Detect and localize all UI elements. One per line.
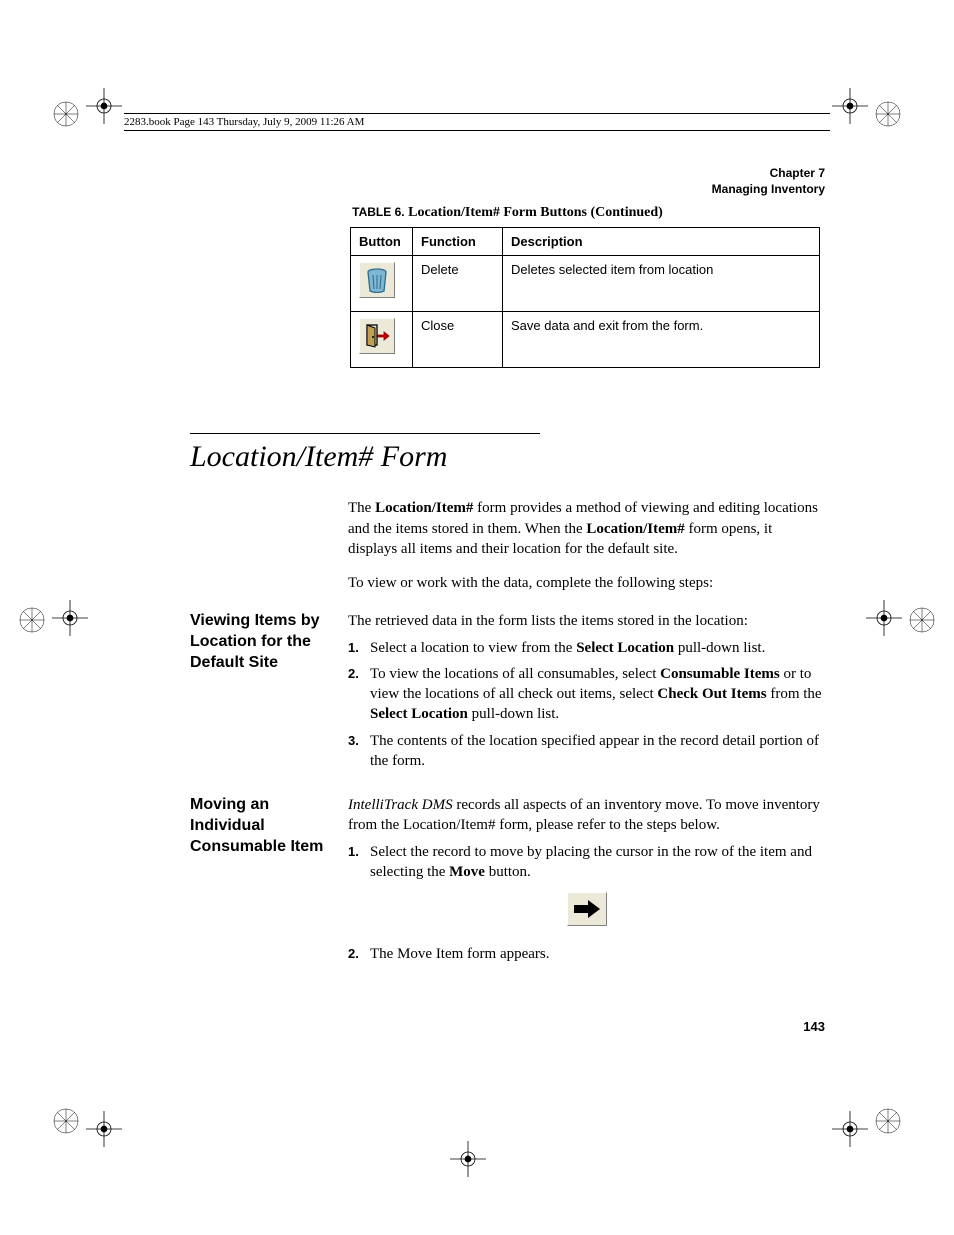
list-item: The Move Item form appears.	[348, 944, 825, 964]
cell-description: Deletes selected item from location	[503, 256, 820, 312]
chapter-label: Chapter 7	[770, 166, 825, 180]
table-header-row: Button Function Description	[351, 228, 820, 256]
subsection-content: IntelliTrack DMS records all aspects of …	[348, 795, 825, 971]
section-rule	[190, 433, 540, 434]
running-head: Chapter 7 Managing Inventory	[190, 165, 825, 197]
steps-list: Select a location to view from the Selec…	[348, 638, 825, 772]
printer-mark-crop	[450, 1141, 486, 1177]
th-button: Button	[351, 228, 413, 256]
cell-function: Delete	[413, 256, 503, 312]
lead-text: The retrieved data in the form lists the…	[348, 611, 825, 631]
intro-block: The Location/Item# form provides a metho…	[348, 498, 825, 593]
sidehead-moving: Moving an Individual Consumable Item	[190, 795, 348, 971]
slug-text: 2283.book Page 143 Thursday, July 9, 200…	[124, 116, 364, 128]
printer-mark-crop	[86, 88, 122, 124]
table-caption: TABLE 6. Location/Item# Form Buttons (Co…	[190, 205, 825, 221]
printer-mark-radial	[874, 100, 902, 128]
trash-icon	[359, 262, 395, 298]
th-function: Function	[413, 228, 503, 256]
steps-list: Select the record to move by placing the…	[348, 842, 825, 883]
list-item: The contents of the location specified a…	[348, 731, 825, 772]
chapter-title: Managing Inventory	[712, 182, 825, 196]
sidehead-viewing: Viewing Items by Location for the Defaul…	[190, 611, 348, 777]
printer-mark-radial	[874, 1107, 902, 1135]
printer-mark-crop	[86, 1111, 122, 1147]
intro-para-1: The Location/Item# form provides a metho…	[348, 498, 825, 559]
table-caption-text: Location/Item# Form Buttons (Continued)	[408, 205, 663, 220]
list-item: Select a location to view from the Selec…	[348, 638, 825, 658]
list-item: Select the record to move by placing the…	[348, 842, 825, 883]
table-caption-label: TABLE 6.	[352, 205, 404, 219]
button-icon-cell	[351, 312, 413, 368]
buttons-table: Button Function Description Delete Delet…	[350, 227, 820, 368]
printer-mark-radial	[52, 1107, 80, 1135]
subsection-viewing: Viewing Items by Location for the Defaul…	[190, 611, 825, 777]
steps-list: The Move Item form appears.	[348, 944, 825, 964]
intro-para-2: To view or work with the data, complete …	[348, 573, 825, 593]
printer-mark-radial	[52, 100, 80, 128]
lead-text: IntelliTrack DMS records all aspects of …	[348, 795, 825, 836]
cell-function: Close	[413, 312, 503, 368]
button-icon-cell	[351, 256, 413, 312]
table-row: Delete Deletes selected item from locati…	[351, 256, 820, 312]
th-description: Description	[503, 228, 820, 256]
table-row: Close Save data and exit from the form.	[351, 312, 820, 368]
exit-door-icon	[359, 318, 395, 354]
page-number: 143	[190, 1019, 825, 1034]
section-heading: Location/Item# Form	[190, 440, 825, 474]
page-body: Chapter 7 Managing Inventory TABLE 6. Lo…	[190, 165, 825, 1034]
cell-description: Save data and exit from the form.	[503, 312, 820, 368]
printer-mark-crop	[832, 1111, 868, 1147]
slug-line: 2283.book Page 143 Thursday, July 9, 200…	[124, 113, 830, 131]
printer-mark-crop	[866, 600, 902, 636]
printer-mark-crop	[52, 600, 88, 636]
printer-mark-radial	[18, 606, 46, 634]
printer-mark-radial	[908, 606, 936, 634]
printer-mark-crop	[832, 88, 868, 124]
move-arrow-icon	[567, 892, 607, 926]
subsection-content: The retrieved data in the form lists the…	[348, 611, 825, 777]
list-item: To view the locations of all consumables…	[348, 664, 825, 725]
subsection-moving: Moving an Individual Consumable Item Int…	[190, 795, 825, 971]
move-icon-wrap	[348, 892, 825, 932]
